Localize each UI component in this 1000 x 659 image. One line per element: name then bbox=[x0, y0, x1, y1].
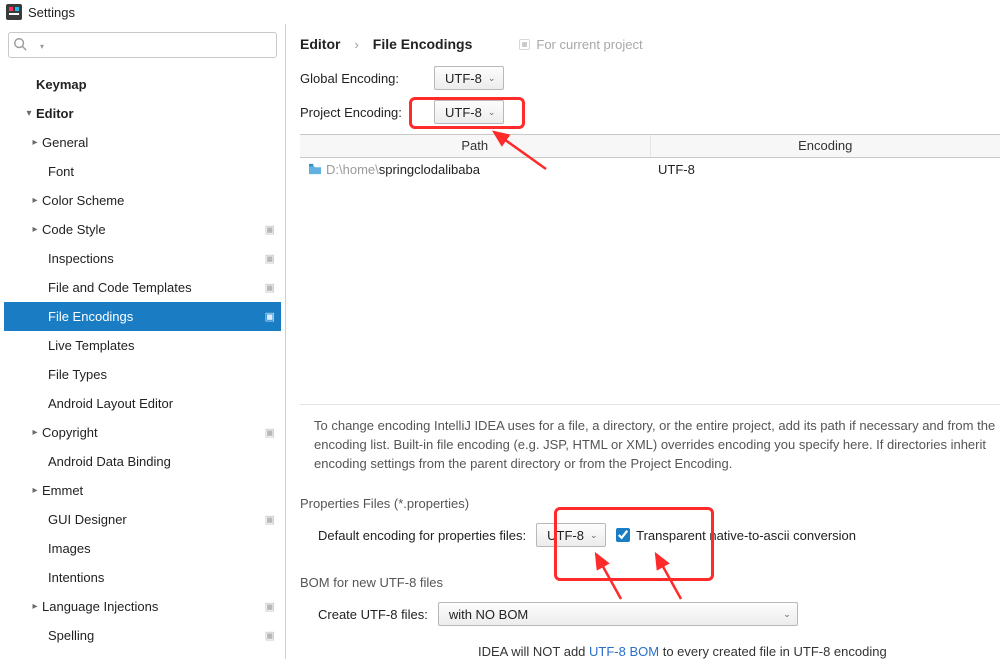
bom-note: IDEA will NOT add UTF-8 BOM to every cre… bbox=[318, 636, 1000, 659]
path-prefix: D:\home\ bbox=[326, 162, 379, 177]
transparent-ascii-label: Transparent native-to-ascii conversion bbox=[636, 528, 856, 543]
tree-item-font[interactable]: Font bbox=[4, 157, 281, 186]
properties-section-title: Properties Files (*.properties) bbox=[300, 496, 1000, 511]
tree-item-file-encodings[interactable]: File Encodings▣ bbox=[4, 302, 281, 331]
tree-item-copyright[interactable]: ▸Copyright▣ bbox=[4, 418, 281, 447]
project-scope-icon: ▣ bbox=[265, 252, 275, 265]
tree-item-android-layout-editor[interactable]: Android Layout Editor bbox=[4, 389, 281, 418]
chevron-down-icon: ⌄ bbox=[488, 107, 496, 118]
search-icon bbox=[13, 37, 27, 51]
window-titlebar: Settings bbox=[0, 0, 1000, 24]
project-scope-icon: ▣ bbox=[265, 310, 275, 323]
project-encoding-label: Project Encoding: bbox=[300, 105, 420, 120]
default-props-encoding-dropdown[interactable]: UTF-8⌄ bbox=[536, 523, 606, 547]
chevron-right-icon: ▸ bbox=[28, 427, 42, 438]
project-scope-icon: ▣ bbox=[265, 629, 275, 642]
sidebar: ▾ Keymap ▾Editor ▸General Font ▸Color Sc… bbox=[0, 24, 286, 659]
chevron-right-icon: ▸ bbox=[28, 601, 42, 612]
tree-item-android-data-binding[interactable]: Android Data Binding bbox=[4, 447, 281, 476]
default-props-encoding-label: Default encoding for properties files: bbox=[318, 528, 526, 543]
global-encoding-label: Global Encoding: bbox=[300, 71, 420, 86]
encoding-table-header: Path Encoding bbox=[300, 134, 1000, 158]
row-encoding: UTF-8 bbox=[658, 162, 695, 177]
chevron-right-icon: ▸ bbox=[28, 485, 42, 496]
tree-item-code-style[interactable]: ▸Code Style▣ bbox=[4, 215, 281, 244]
tree-item-emmet[interactable]: ▸Emmet bbox=[4, 476, 281, 505]
project-scope-icon bbox=[518, 38, 531, 51]
col-encoding[interactable]: Encoding bbox=[651, 135, 1000, 157]
project-scope-icon: ▣ bbox=[265, 600, 275, 613]
tree-item-general[interactable]: ▸General bbox=[4, 128, 281, 157]
breadcrumb: Editor › File Encodings For current proj… bbox=[300, 36, 1000, 52]
bom-section-title: BOM for new UTF-8 files bbox=[300, 575, 1000, 590]
project-encoding-dropdown[interactable]: UTF-8⌄ bbox=[434, 100, 504, 124]
tree-item-language-injections[interactable]: ▸Language Injections▣ bbox=[4, 592, 281, 621]
tree-item-file-types[interactable]: File Types bbox=[4, 360, 281, 389]
project-scope-icon: ▣ bbox=[265, 426, 275, 439]
project-scope-icon: ▣ bbox=[265, 513, 275, 526]
create-utf8-dropdown[interactable]: with NO BOM⌄ bbox=[438, 602, 798, 626]
table-row[interactable]: D:\home\springclodalibaba UTF-8 bbox=[300, 158, 1000, 180]
tree-item-color-scheme[interactable]: ▸Color Scheme bbox=[4, 186, 281, 215]
transparent-ascii-checkbox[interactable]: Transparent native-to-ascii conversion bbox=[616, 528, 856, 543]
chevron-down-icon: ⌄ bbox=[590, 530, 598, 541]
path-name: springclodalibaba bbox=[379, 162, 480, 177]
app-icon bbox=[6, 4, 22, 20]
tree-item-images[interactable]: Images bbox=[4, 534, 281, 563]
tree-item-inspections[interactable]: Inspections▣ bbox=[4, 244, 281, 273]
breadcrumb-leaf: File Encodings bbox=[373, 36, 473, 52]
chevron-down-icon: ▾ bbox=[22, 108, 36, 119]
col-path[interactable]: Path bbox=[300, 135, 651, 157]
breadcrumb-root[interactable]: Editor bbox=[300, 36, 340, 52]
search-options-chevron[interactable]: ▾ bbox=[40, 42, 44, 51]
content-panel: Editor › File Encodings For current proj… bbox=[286, 24, 1000, 659]
project-scope-icon: ▣ bbox=[265, 281, 275, 294]
window-title: Settings bbox=[28, 5, 75, 20]
chevron-right-icon: › bbox=[354, 37, 358, 52]
utf8-bom-link[interactable]: UTF-8 BOM bbox=[589, 644, 659, 659]
tree-item-gui-designer[interactable]: GUI Designer▣ bbox=[4, 505, 281, 534]
chevron-down-icon: ⌄ bbox=[488, 73, 496, 84]
chevron-down-icon: ⌄ bbox=[783, 609, 791, 620]
tree-item-keymap[interactable]: Keymap bbox=[4, 70, 281, 99]
folder-icon bbox=[308, 163, 322, 175]
description-text: To change encoding IntelliJ IDEA uses fo… bbox=[300, 417, 1000, 488]
encoding-table-body: D:\home\springclodalibaba UTF-8 bbox=[300, 158, 1000, 405]
search-input[interactable] bbox=[8, 32, 277, 58]
tree-item-intentions[interactable]: Intentions bbox=[4, 563, 281, 592]
tree-item-editor[interactable]: ▾Editor bbox=[4, 99, 281, 128]
tree-item-spelling[interactable]: Spelling▣ bbox=[4, 621, 281, 650]
settings-tree: Keymap ▾Editor ▸General Font ▸Color Sche… bbox=[4, 70, 281, 659]
global-encoding-dropdown[interactable]: UTF-8⌄ bbox=[434, 66, 504, 90]
chevron-right-icon: ▸ bbox=[28, 137, 42, 148]
tree-item-file-code-templates[interactable]: File and Code Templates▣ bbox=[4, 273, 281, 302]
project-scope-icon: ▣ bbox=[265, 223, 275, 236]
create-utf8-label: Create UTF-8 files: bbox=[318, 607, 428, 622]
transparent-ascii-input[interactable] bbox=[616, 528, 630, 542]
chevron-right-icon: ▸ bbox=[28, 224, 42, 235]
tree-item-live-templates[interactable]: Live Templates bbox=[4, 331, 281, 360]
scope-hint: For current project bbox=[518, 37, 642, 52]
chevron-right-icon: ▸ bbox=[28, 195, 42, 206]
